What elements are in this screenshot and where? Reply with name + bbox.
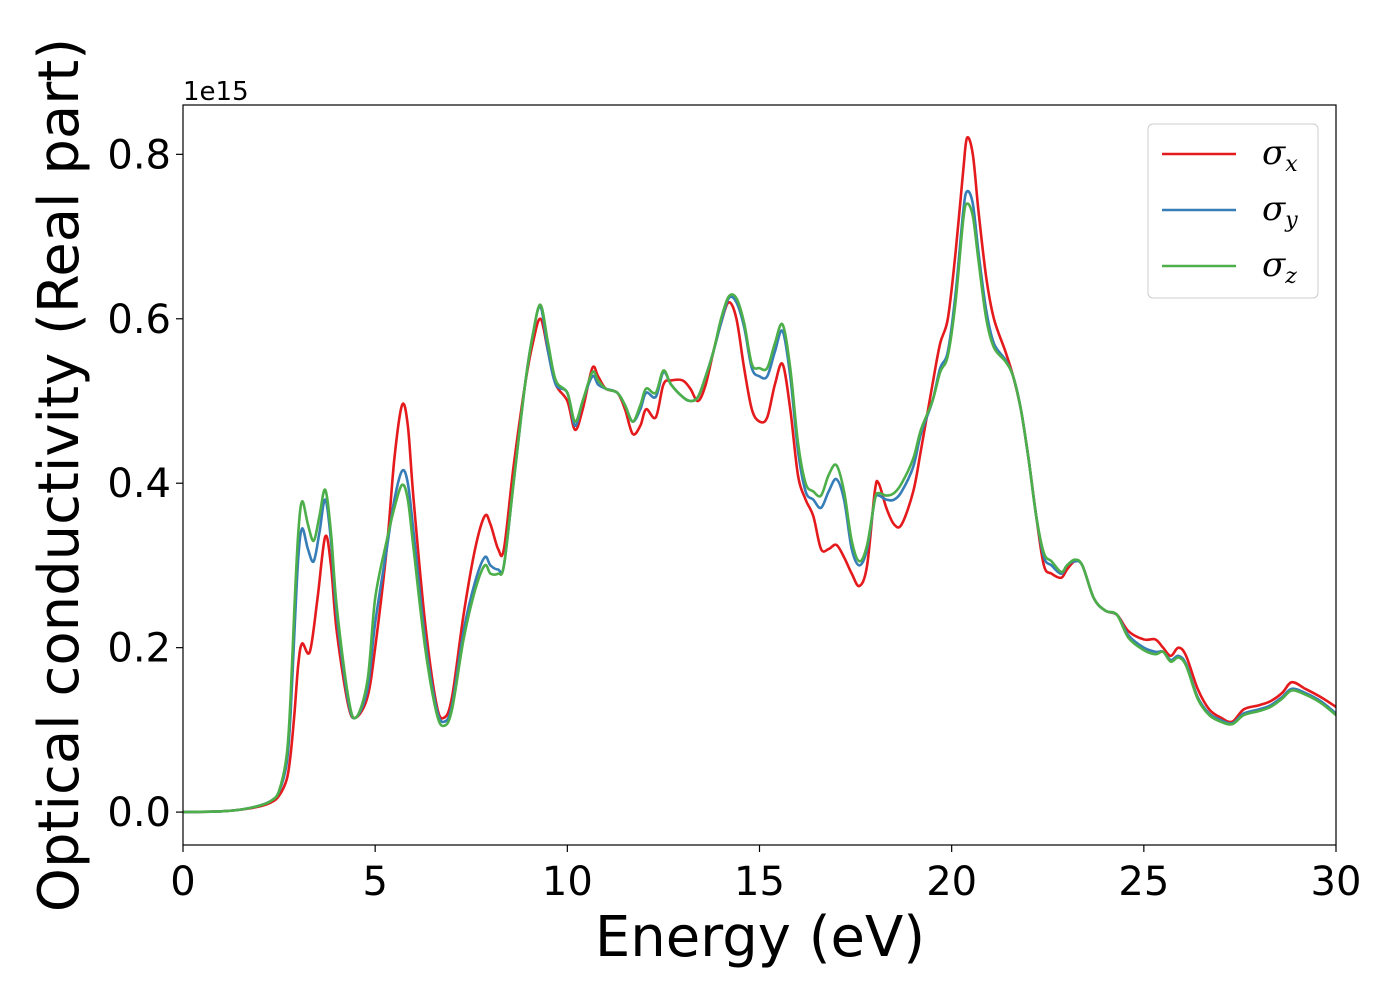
x-tick-label: 30 [1311, 859, 1362, 905]
ticks-layer: 0 5 10 15 20 25 30 0.0 0.2 0.4 0.6 0.8 [107, 132, 1361, 905]
series-line-z [183, 202, 1336, 814]
legend-label-z: σz [1262, 245, 1297, 289]
x-axis-title: Energy (eV) [595, 905, 925, 970]
legend-entries: σx σy σz [1162, 133, 1298, 289]
y-axis-title: Optical conductivity (Real part) [27, 38, 92, 912]
x-tick-label: 15 [734, 859, 785, 905]
y-tick-label: 0.4 [107, 461, 171, 507]
x-tick-label: 10 [542, 859, 593, 905]
x-tick-label: 0 [170, 859, 195, 905]
legend-label-x: σx [1262, 133, 1298, 177]
x-tick-label: 5 [362, 859, 387, 905]
series-layer [183, 136, 1336, 814]
y-tick-label: 0.8 [107, 132, 171, 178]
y-tick-label: 0.2 [107, 626, 171, 672]
x-tick-label: 20 [926, 859, 977, 905]
y-tick-label: 0.6 [107, 297, 171, 343]
legend: σx σy σz [1147, 123, 1319, 299]
legend-label-y: σy [1262, 189, 1298, 233]
y-offset-label: 1e15 [183, 77, 249, 107]
x-tick-label: 25 [1118, 859, 1169, 905]
y-tick-label: 0.0 [107, 790, 171, 836]
